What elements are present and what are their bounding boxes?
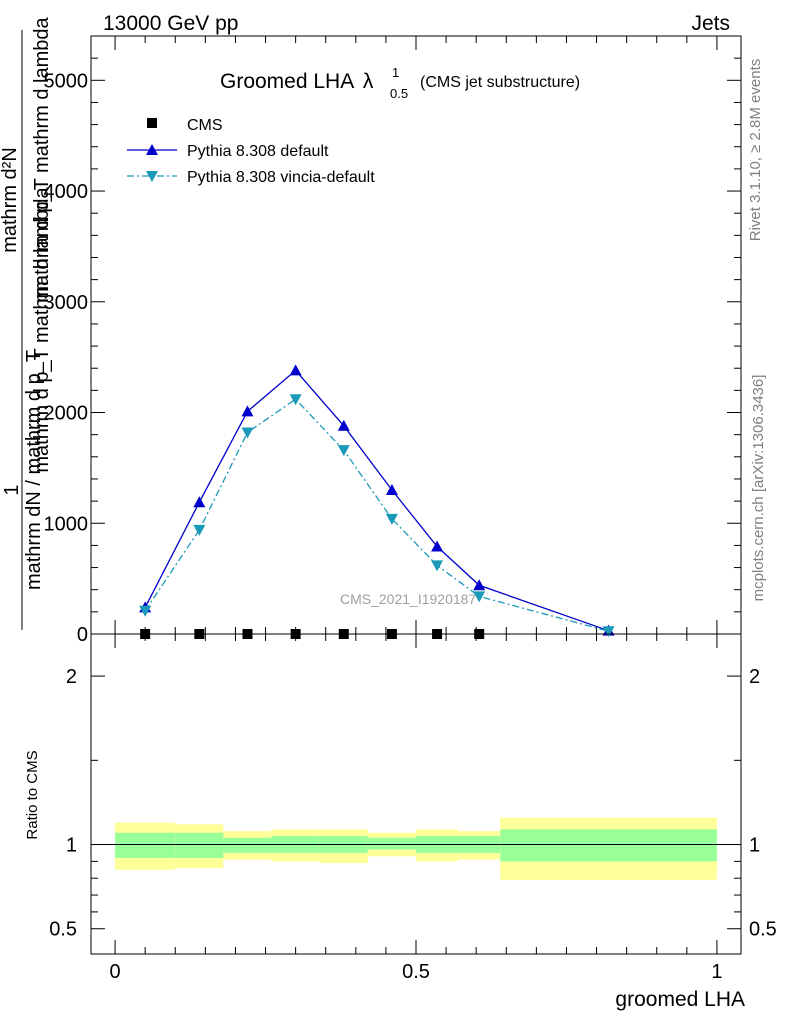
- vincia-data-point: [193, 524, 206, 536]
- ratio-band-inner: [175, 832, 224, 858]
- y-label-numerator-bottom: mathrm d p_T mathrm d lambda: [31, 16, 53, 302]
- ratio-band-inner: [115, 832, 176, 858]
- title-main: Groomed LHA: [220, 70, 354, 93]
- ratio-band-inner: [223, 837, 272, 853]
- default-data-point: [473, 579, 486, 591]
- ratio-y-axis-label: Ratio to CMS: [24, 750, 41, 839]
- chart-title: Groomed LHA λ 1 0.5 (CMS jet substructur…: [220, 65, 580, 101]
- mcplots-label: mcplots.cern.ch [arXiv:1306.3436]: [750, 375, 767, 602]
- title-sub: 0.5: [390, 86, 408, 101]
- main-series: [139, 364, 615, 639]
- default-data-point: [337, 419, 350, 431]
- y-label-denominator-bottom: mathrm d p_T mathrm d lambda: [31, 186, 53, 472]
- vincia-data-point: [602, 626, 615, 638]
- legend: CMS Pythia 8.308 default Pythia 8.308 vi…: [127, 117, 375, 186]
- default-data-point: [193, 496, 206, 508]
- default-data-point: [289, 364, 302, 376]
- ratio-bands: [115, 817, 717, 880]
- ratio-x-tick-label: 1: [711, 961, 722, 983]
- ratio-y-tick-label: 2: [66, 666, 77, 688]
- vincia-data-point: [241, 427, 254, 439]
- legend-vincia-marker: [146, 171, 158, 182]
- ratio-x-tick-label: 0: [110, 961, 121, 983]
- legend-default-marker: [146, 144, 158, 155]
- ratio-y-tick-label: 0.5: [49, 919, 77, 941]
- y-label-denominator-top: mathrm dN / mathrm d p_T: [23, 350, 45, 590]
- vincia-data-point: [289, 394, 302, 406]
- vincia-data-point: [385, 513, 398, 525]
- title-suffix: (CMS jet substructure): [420, 74, 580, 91]
- title-sup: 1: [392, 65, 399, 80]
- ratio-y-ticks: 0.5 0.5 1 1 2 2: [49, 666, 777, 941]
- vincia-data-point: [337, 445, 350, 457]
- svg-text:Groomed LHA λ: Groomed LHA λ: [220, 70, 374, 93]
- ratio-panel-frame: [90, 633, 742, 955]
- main-y-tick-label: 0: [77, 624, 88, 646]
- y-label-numerator-top: mathrm d²N: [0, 147, 21, 253]
- vincia-data-point: [473, 591, 486, 603]
- vincia-data-point: [431, 560, 444, 572]
- legend-cms-label: CMS: [187, 117, 223, 134]
- vincia-data-point: [139, 605, 152, 617]
- default-data-point: [241, 405, 254, 417]
- ratio-y-tick-label-right: 2: [749, 666, 760, 688]
- ratio-y-tick-label-right: 1: [749, 835, 760, 857]
- x-axis-label: groomed LHA: [615, 988, 745, 1011]
- category-label: Jets: [691, 12, 730, 35]
- main-y-tick-label: 3000: [44, 292, 89, 314]
- analysis-watermark: CMS_2021_I1920187: [340, 591, 476, 607]
- main-y-tick-label: 1000: [44, 513, 89, 535]
- default-data-point: [431, 540, 444, 552]
- rivet-label: Rivet 3.1.10, ≥ 2.8M events: [747, 59, 764, 242]
- ratio-x-tick-label: 0.5: [402, 961, 430, 983]
- title-lambda: λ: [363, 70, 374, 93]
- main-y-tick-label: 4000: [44, 181, 89, 203]
- legend-cms-marker: [147, 118, 157, 128]
- main-y-tick-label: 5000: [44, 70, 89, 92]
- legend-default-label: Pythia 8.308 default: [187, 143, 329, 160]
- main-x-ticks: [114, 36, 718, 634]
- main-y-ticks: 0 1000 2000 3000 4000 5000: [44, 35, 741, 646]
- legend-vincia-label: Pythia 8.308 vincia-default: [187, 169, 375, 186]
- energy-label: 13000 GeV pp: [103, 12, 238, 35]
- default-data-point: [385, 484, 398, 496]
- ratio-band-inner: [367, 837, 416, 850]
- ratio-x-ticks: 0 0.5 1: [110, 634, 722, 983]
- y-label-one: 1: [1, 484, 23, 495]
- main-y-axis-label: 1 mathrm d²N mathrm d p_T mathrm d lambd…: [0, 16, 53, 630]
- ratio-y-tick-label: 1: [66, 835, 77, 857]
- ratio-band-inner: [500, 829, 717, 862]
- ratio-y-tick-label-right: 0.5: [749, 919, 777, 941]
- main-y-tick-label: 2000: [44, 403, 89, 425]
